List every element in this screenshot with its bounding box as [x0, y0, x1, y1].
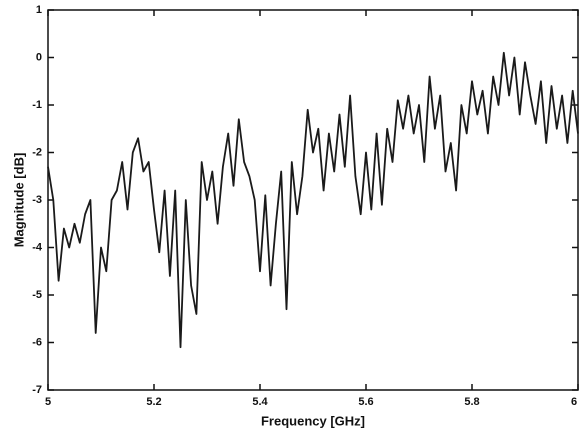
- y-tick-label: -5: [32, 289, 42, 301]
- y-tick-label: 1: [36, 4, 42, 16]
- y-tick-label: -7: [32, 384, 42, 396]
- x-tick-label: 5.2: [146, 396, 161, 408]
- x-tick-label: 6: [571, 396, 577, 408]
- data-line: [47, 51, 579, 349]
- y-tick-label: 0: [36, 51, 42, 63]
- x-tick-label: 5.8: [464, 396, 479, 408]
- y-tick-label: -2: [32, 146, 42, 158]
- y-axis-title: Magnitude [dB]: [11, 153, 26, 248]
- y-tick-label: -4: [32, 241, 43, 253]
- x-axis-title: Frequency [GHz]: [261, 413, 365, 428]
- x-tick-label: 5.4: [252, 396, 268, 408]
- y-tick-label: -6: [32, 336, 42, 348]
- y-tick-label: -1: [32, 99, 42, 111]
- x-tick-label: 5: [45, 396, 51, 408]
- y-tick-label: -3: [32, 194, 42, 206]
- x-tick-label: 5.6: [358, 396, 373, 408]
